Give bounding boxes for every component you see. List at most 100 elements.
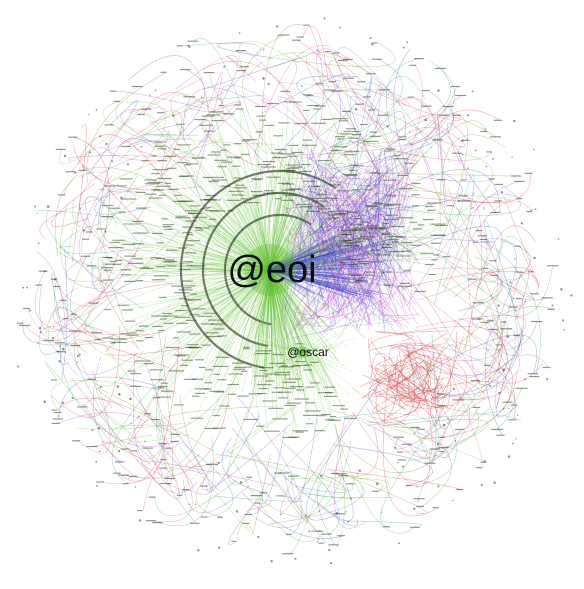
graph-node	[434, 138, 436, 140]
edge-green	[269, 211, 311, 271]
graph-node	[362, 102, 364, 105]
edge-green	[169, 269, 271, 348]
edge-green	[269, 269, 282, 393]
edge-blue	[269, 247, 306, 271]
graph-node	[81, 176, 84, 178]
edge-cluster-right	[327, 173, 380, 186]
edge-cluster-red	[361, 343, 417, 398]
edge-green	[182, 176, 271, 271]
graph-node	[22, 286, 25, 289]
edge-green-wedge	[269, 269, 331, 330]
edge-green-wedge	[269, 269, 301, 310]
edge-green	[232, 191, 271, 271]
edge-periphery	[361, 103, 451, 163]
edge-cluster-right	[322, 142, 411, 243]
edge-periphery	[59, 351, 71, 365]
edge-green	[205, 115, 271, 271]
edge-periphery	[146, 113, 193, 160]
edge-periphery	[116, 373, 193, 523]
graph-node	[294, 557, 297, 560]
edge-periphery	[99, 185, 156, 252]
edge-green	[187, 269, 271, 380]
edge-green	[155, 173, 271, 271]
edge-cluster-right	[357, 192, 385, 317]
edge-periphery	[417, 205, 488, 301]
edge-green-oscar	[301, 351, 351, 396]
edge-green-wedge	[269, 269, 303, 389]
graph-node	[561, 319, 565, 322]
edge-green	[269, 172, 374, 271]
edge-green-wedge	[269, 269, 287, 385]
edge-green	[269, 269, 299, 366]
edge-periphery	[158, 405, 279, 435]
edge-periphery	[393, 48, 411, 175]
edge-green-oscar	[301, 338, 356, 353]
edge-green	[155, 233, 271, 271]
inner-ring-arc	[179, 169, 337, 369]
edge-periphery	[61, 229, 149, 254]
edge-periphery	[333, 424, 417, 534]
edge-green	[223, 186, 271, 271]
edge-periphery	[352, 478, 428, 515]
edge-cluster-right	[317, 164, 385, 329]
edge-periphery	[45, 209, 144, 310]
edge-periphery	[233, 412, 263, 515]
edge-periphery	[367, 169, 501, 213]
edge-periphery	[241, 50, 340, 171]
edge-periphery	[308, 89, 411, 108]
edge-periphery	[402, 353, 457, 486]
edge-cluster-red	[371, 352, 417, 397]
edge-cluster-red	[369, 342, 442, 394]
edge-green	[269, 202, 432, 271]
edge-cluster-right	[335, 186, 405, 309]
edge-green	[198, 227, 271, 271]
edge-green-wedge	[269, 269, 314, 331]
edge-periphery	[331, 68, 451, 147]
edge-green-wedge	[253, 269, 271, 330]
graph-node	[467, 114, 469, 117]
edge-periphery	[365, 84, 382, 137]
edge-cluster-red	[389, 346, 404, 397]
edge-periphery	[385, 58, 421, 135]
edge-periphery	[82, 397, 113, 409]
edge-cluster-right	[303, 156, 362, 264]
graph-node	[560, 288, 563, 291]
edge-cluster-red	[377, 332, 414, 342]
hub-node-eoi	[244, 244, 296, 296]
graph-node	[472, 192, 475, 195]
edge-periphery	[71, 147, 114, 172]
edge-cluster-right	[293, 220, 420, 317]
graph-node	[457, 200, 460, 203]
edge-periphery	[434, 174, 475, 304]
edge-green-wedge	[269, 269, 319, 344]
graph-node	[317, 538, 320, 540]
graph-node	[442, 423, 446, 427]
edge-green	[139, 207, 271, 271]
edge-cluster-right	[306, 144, 318, 192]
edge-periphery	[84, 302, 149, 365]
edge-periphery	[425, 384, 510, 465]
edge-green	[269, 269, 279, 364]
edge-periphery	[279, 472, 358, 527]
edge-green	[201, 269, 271, 317]
edge-green-oscar	[301, 343, 343, 353]
edge-cluster-red	[380, 350, 415, 426]
edge-green	[209, 269, 271, 333]
edge-green	[263, 193, 271, 271]
edge-green	[269, 122, 283, 271]
edge-periphery	[457, 354, 549, 424]
edge-green	[161, 269, 271, 398]
edge-green	[136, 258, 271, 272]
edge-green	[119, 260, 271, 273]
edge-green-wedge	[255, 269, 271, 339]
edge-green	[198, 119, 271, 271]
graph-node	[223, 65, 226, 68]
edge-periphery	[292, 52, 385, 131]
edge-green	[162, 269, 271, 331]
edge-periphery	[75, 339, 172, 369]
edge-green	[180, 215, 271, 271]
edge-periphery	[97, 138, 156, 231]
edge-green	[254, 191, 271, 271]
edge-green	[269, 206, 321, 271]
